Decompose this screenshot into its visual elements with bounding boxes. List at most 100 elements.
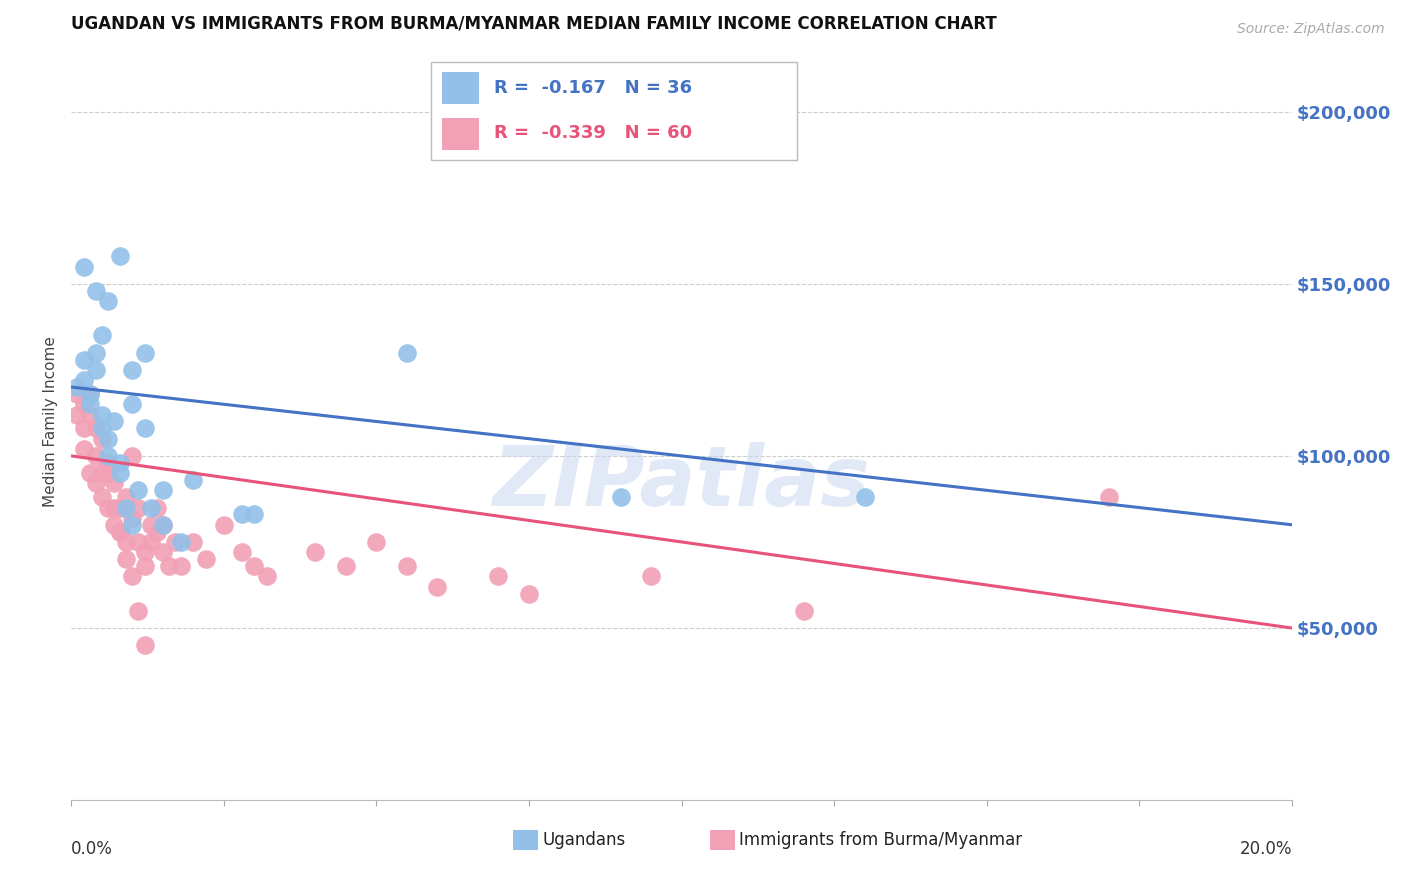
Point — [66, 387, 89, 401]
Point — [121, 569, 143, 583]
Point — [640, 569, 662, 583]
Text: UGANDAN VS IMMIGRANTS FROM BURMA/MYANMAR MEDIAN FAMILY INCOME CORRELATION CHART: UGANDAN VS IMMIGRANTS FROM BURMA/MYANMAR… — [72, 15, 997, 33]
Point — [84, 476, 107, 491]
Point — [84, 449, 107, 463]
Point — [72, 421, 94, 435]
Point — [79, 397, 101, 411]
Y-axis label: Median Family Income: Median Family Income — [44, 336, 58, 507]
Point — [517, 586, 540, 600]
Point — [97, 293, 120, 308]
Point — [72, 352, 94, 367]
Point — [304, 545, 326, 559]
Point — [134, 345, 156, 359]
Point — [335, 559, 357, 574]
Point — [115, 552, 138, 566]
Point — [395, 559, 418, 574]
Point — [103, 500, 125, 515]
Point — [103, 476, 125, 491]
Point — [256, 569, 278, 583]
Point — [72, 397, 94, 411]
Point — [90, 421, 112, 435]
Point — [108, 456, 131, 470]
Point — [84, 363, 107, 377]
Point — [97, 449, 120, 463]
Point — [121, 363, 143, 377]
Point — [134, 559, 156, 574]
Point — [90, 432, 112, 446]
Text: ZIPatlas: ZIPatlas — [492, 442, 870, 523]
Point — [426, 580, 449, 594]
Point — [488, 569, 510, 583]
Point — [152, 517, 174, 532]
Point — [609, 490, 631, 504]
Point — [243, 559, 266, 574]
Point — [90, 328, 112, 343]
Point — [97, 466, 120, 480]
Point — [152, 483, 174, 498]
Point — [231, 508, 253, 522]
Point — [170, 559, 193, 574]
Point — [183, 473, 205, 487]
Point — [152, 517, 174, 532]
Text: Ugandans: Ugandans — [543, 831, 626, 849]
Point — [90, 408, 112, 422]
Point — [127, 604, 149, 618]
Point — [72, 442, 94, 456]
Point — [212, 517, 235, 532]
Point — [84, 284, 107, 298]
Point — [84, 345, 107, 359]
Point — [108, 500, 131, 515]
Point — [79, 387, 101, 401]
Point — [1098, 490, 1121, 504]
Point — [395, 345, 418, 359]
Text: 20.0%: 20.0% — [1239, 840, 1292, 858]
Point — [127, 535, 149, 549]
Point — [243, 508, 266, 522]
Text: 0.0%: 0.0% — [72, 840, 114, 858]
Point — [66, 408, 89, 422]
Point — [157, 559, 180, 574]
Point — [793, 604, 815, 618]
Point — [231, 545, 253, 559]
Point — [139, 500, 162, 515]
Point — [170, 535, 193, 549]
Point — [66, 380, 89, 394]
Point — [108, 249, 131, 263]
Point — [165, 535, 187, 549]
Point — [121, 449, 143, 463]
Point — [97, 500, 120, 515]
Point — [853, 490, 876, 504]
Point — [134, 638, 156, 652]
Point — [121, 517, 143, 532]
Point — [127, 500, 149, 515]
Point — [108, 524, 131, 539]
Text: Source: ZipAtlas.com: Source: ZipAtlas.com — [1237, 22, 1385, 37]
Point — [115, 500, 138, 515]
Point — [72, 373, 94, 387]
Point — [121, 397, 143, 411]
Point — [103, 415, 125, 429]
Point — [366, 535, 388, 549]
Point — [134, 421, 156, 435]
Point — [139, 535, 162, 549]
Point — [79, 408, 101, 422]
Point — [90, 466, 112, 480]
Point — [134, 545, 156, 559]
Point — [139, 517, 162, 532]
Point — [108, 524, 131, 539]
Point — [115, 535, 138, 549]
Point — [194, 552, 217, 566]
Point — [183, 535, 205, 549]
Point — [97, 432, 120, 446]
Point — [90, 490, 112, 504]
Point — [152, 545, 174, 559]
Point — [108, 466, 131, 480]
Point — [121, 511, 143, 525]
Point — [103, 517, 125, 532]
Point — [115, 490, 138, 504]
Point — [145, 524, 167, 539]
Text: Immigrants from Burma/Myanmar: Immigrants from Burma/Myanmar — [740, 831, 1022, 849]
Point — [84, 421, 107, 435]
Point — [72, 260, 94, 274]
Point — [145, 500, 167, 515]
